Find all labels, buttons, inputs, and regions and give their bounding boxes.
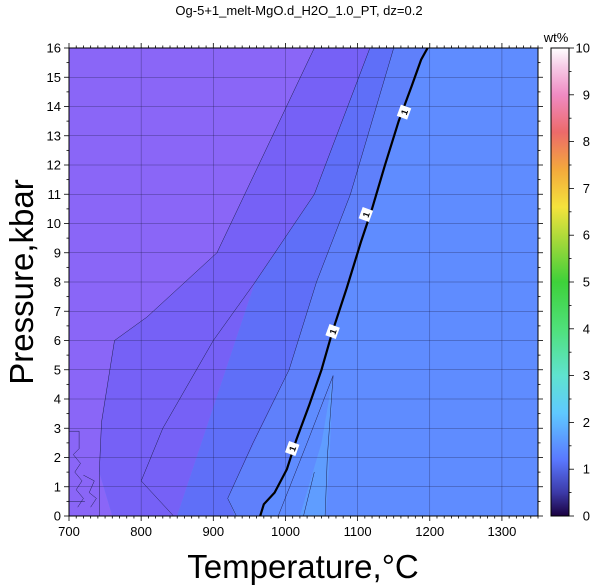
y-tick-label: 10	[47, 216, 61, 231]
colorbar-tick-label: 0	[583, 509, 590, 524]
colorbar-tick-label: 7	[583, 181, 590, 196]
colorbar-tick-label: 9	[583, 87, 590, 102]
colorbar-tick-label: 3	[583, 368, 590, 383]
y-tick-label: 12	[47, 158, 61, 173]
colorbar-tick-label: 1	[583, 462, 590, 477]
grid	[69, 48, 538, 516]
thin-contour	[277, 375, 334, 516]
colorbar-tick-label: 2	[583, 415, 590, 430]
contour-label-text: 1	[287, 445, 298, 453]
colorbar-title: wt%	[543, 30, 569, 45]
colorbar-tick-label: 5	[583, 275, 590, 290]
y-tick-label: 1	[54, 479, 61, 494]
contour-1wt	[259, 48, 429, 516]
y-tick-label: 9	[54, 245, 61, 260]
y-tick-label: 4	[54, 392, 61, 407]
x-ticks: 700 800 900 1000 1100 1200 1300	[58, 43, 539, 539]
contour-label: 1	[396, 104, 412, 120]
field-spot	[299, 375, 334, 516]
contour-label-text: 1	[328, 328, 339, 336]
contour-label-box	[358, 207, 374, 223]
contour-label-box	[325, 324, 340, 340]
contour-label: 1	[285, 441, 300, 457]
contour-label-text: 1	[399, 108, 410, 116]
colorbar-tick-label: 4	[583, 321, 590, 336]
y-tick-label: 3	[54, 421, 61, 436]
contour-label-text: 1	[361, 211, 372, 219]
colorbar-tick-label: 6	[583, 228, 590, 243]
x-tick-label: 800	[130, 524, 152, 539]
colorbar-tick-label: 10	[576, 41, 590, 56]
y-tick-label: 15	[47, 70, 61, 85]
colorbar-ticks: 0 1 2 3 4 5 6 7 8 9 10	[569, 41, 590, 524]
colorbar	[550, 47, 570, 517]
x-tick-label: 1000	[271, 524, 300, 539]
y-tick-label: 6	[54, 333, 61, 348]
contour-label: 1	[358, 207, 374, 223]
y-tick-label: 8	[54, 275, 61, 290]
chart-title: Og-5+1_melt-MgO.d_H2O_1.0_PT, dz=0.2	[175, 3, 422, 18]
thin-contour	[83, 474, 97, 508]
y-tick-label: 14	[47, 99, 61, 114]
y-tick-label: 0	[54, 509, 61, 524]
contour-labels: 1 1 1 1	[285, 104, 412, 457]
y-tick-label: 16	[47, 41, 61, 56]
y-tick-label: 5	[54, 362, 61, 377]
y-tick-label: 2	[54, 450, 61, 465]
y-tick-label: 11	[48, 187, 62, 202]
thin-contour	[69, 430, 84, 508]
plot-area: 1 1 1 1	[69, 48, 538, 516]
contour-label-box	[285, 441, 300, 457]
x-axis-title: Temperature,°C	[187, 548, 418, 585]
x-tick-label: 1300	[487, 524, 516, 539]
contour-label: 1	[325, 324, 340, 340]
x-tick-label: 700	[58, 524, 80, 539]
y-tick-label: 7	[54, 304, 61, 319]
thin-contour	[303, 472, 315, 516]
colorbar-tick-label: 8	[583, 134, 590, 149]
x-tick-label: 1100	[344, 524, 372, 539]
y-axis-title: Pressure,kbar	[3, 179, 40, 384]
x-tick-label: 1200	[415, 524, 444, 539]
x-tick-label: 900	[202, 524, 224, 539]
contour-label-box	[396, 104, 412, 120]
y-tick-label: 13	[47, 128, 61, 143]
